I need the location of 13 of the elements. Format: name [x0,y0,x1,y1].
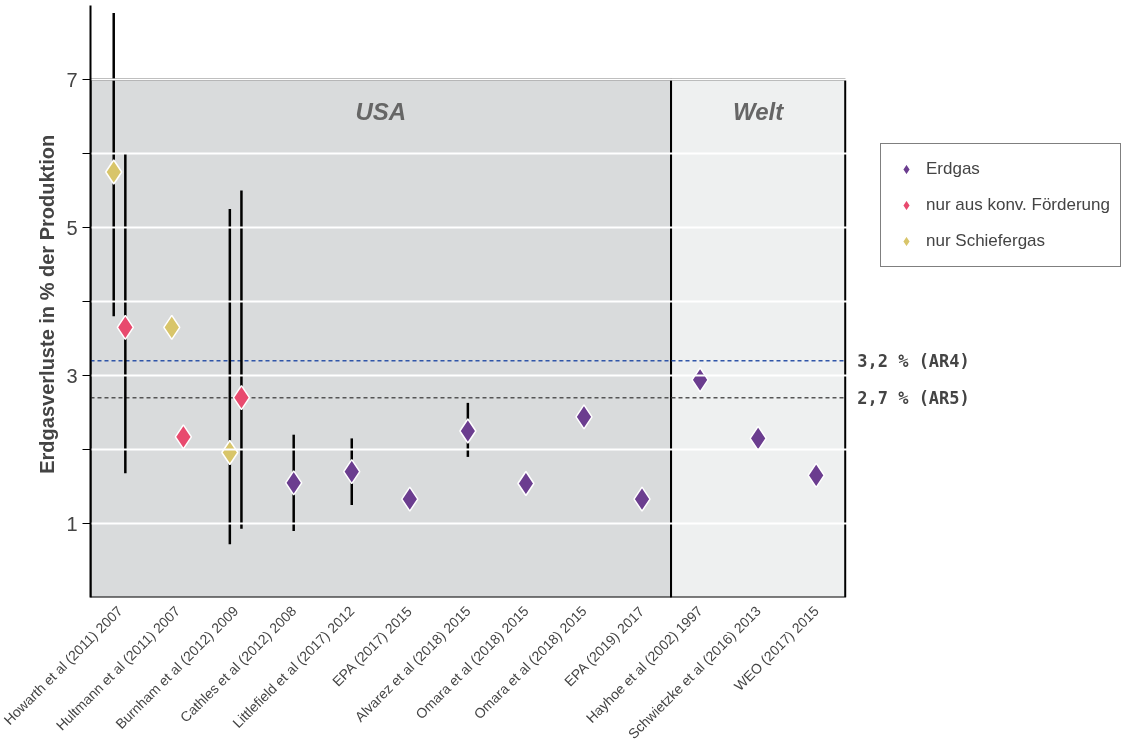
point [284,470,303,496]
y-axis-title: Erdgasverluste in % der Produktion [36,134,59,474]
ref-line-label: 3,2 % (AR4) [857,350,970,371]
y-tick-label: 5 [66,216,78,239]
band-label: Welt [733,97,785,125]
y-tick-label: 7 [66,68,78,91]
legend-label: Erdgas [926,159,980,179]
y-tick-label: 3 [66,364,78,387]
band-label: USA [355,97,407,125]
y-tick-label: 1 [66,512,78,535]
legend-label: nur Schiefergas [926,231,1046,251]
legend-label: nur aus konv. Förderung [926,195,1110,215]
ref-line-label: 2,7 % (AR5) [857,387,970,408]
